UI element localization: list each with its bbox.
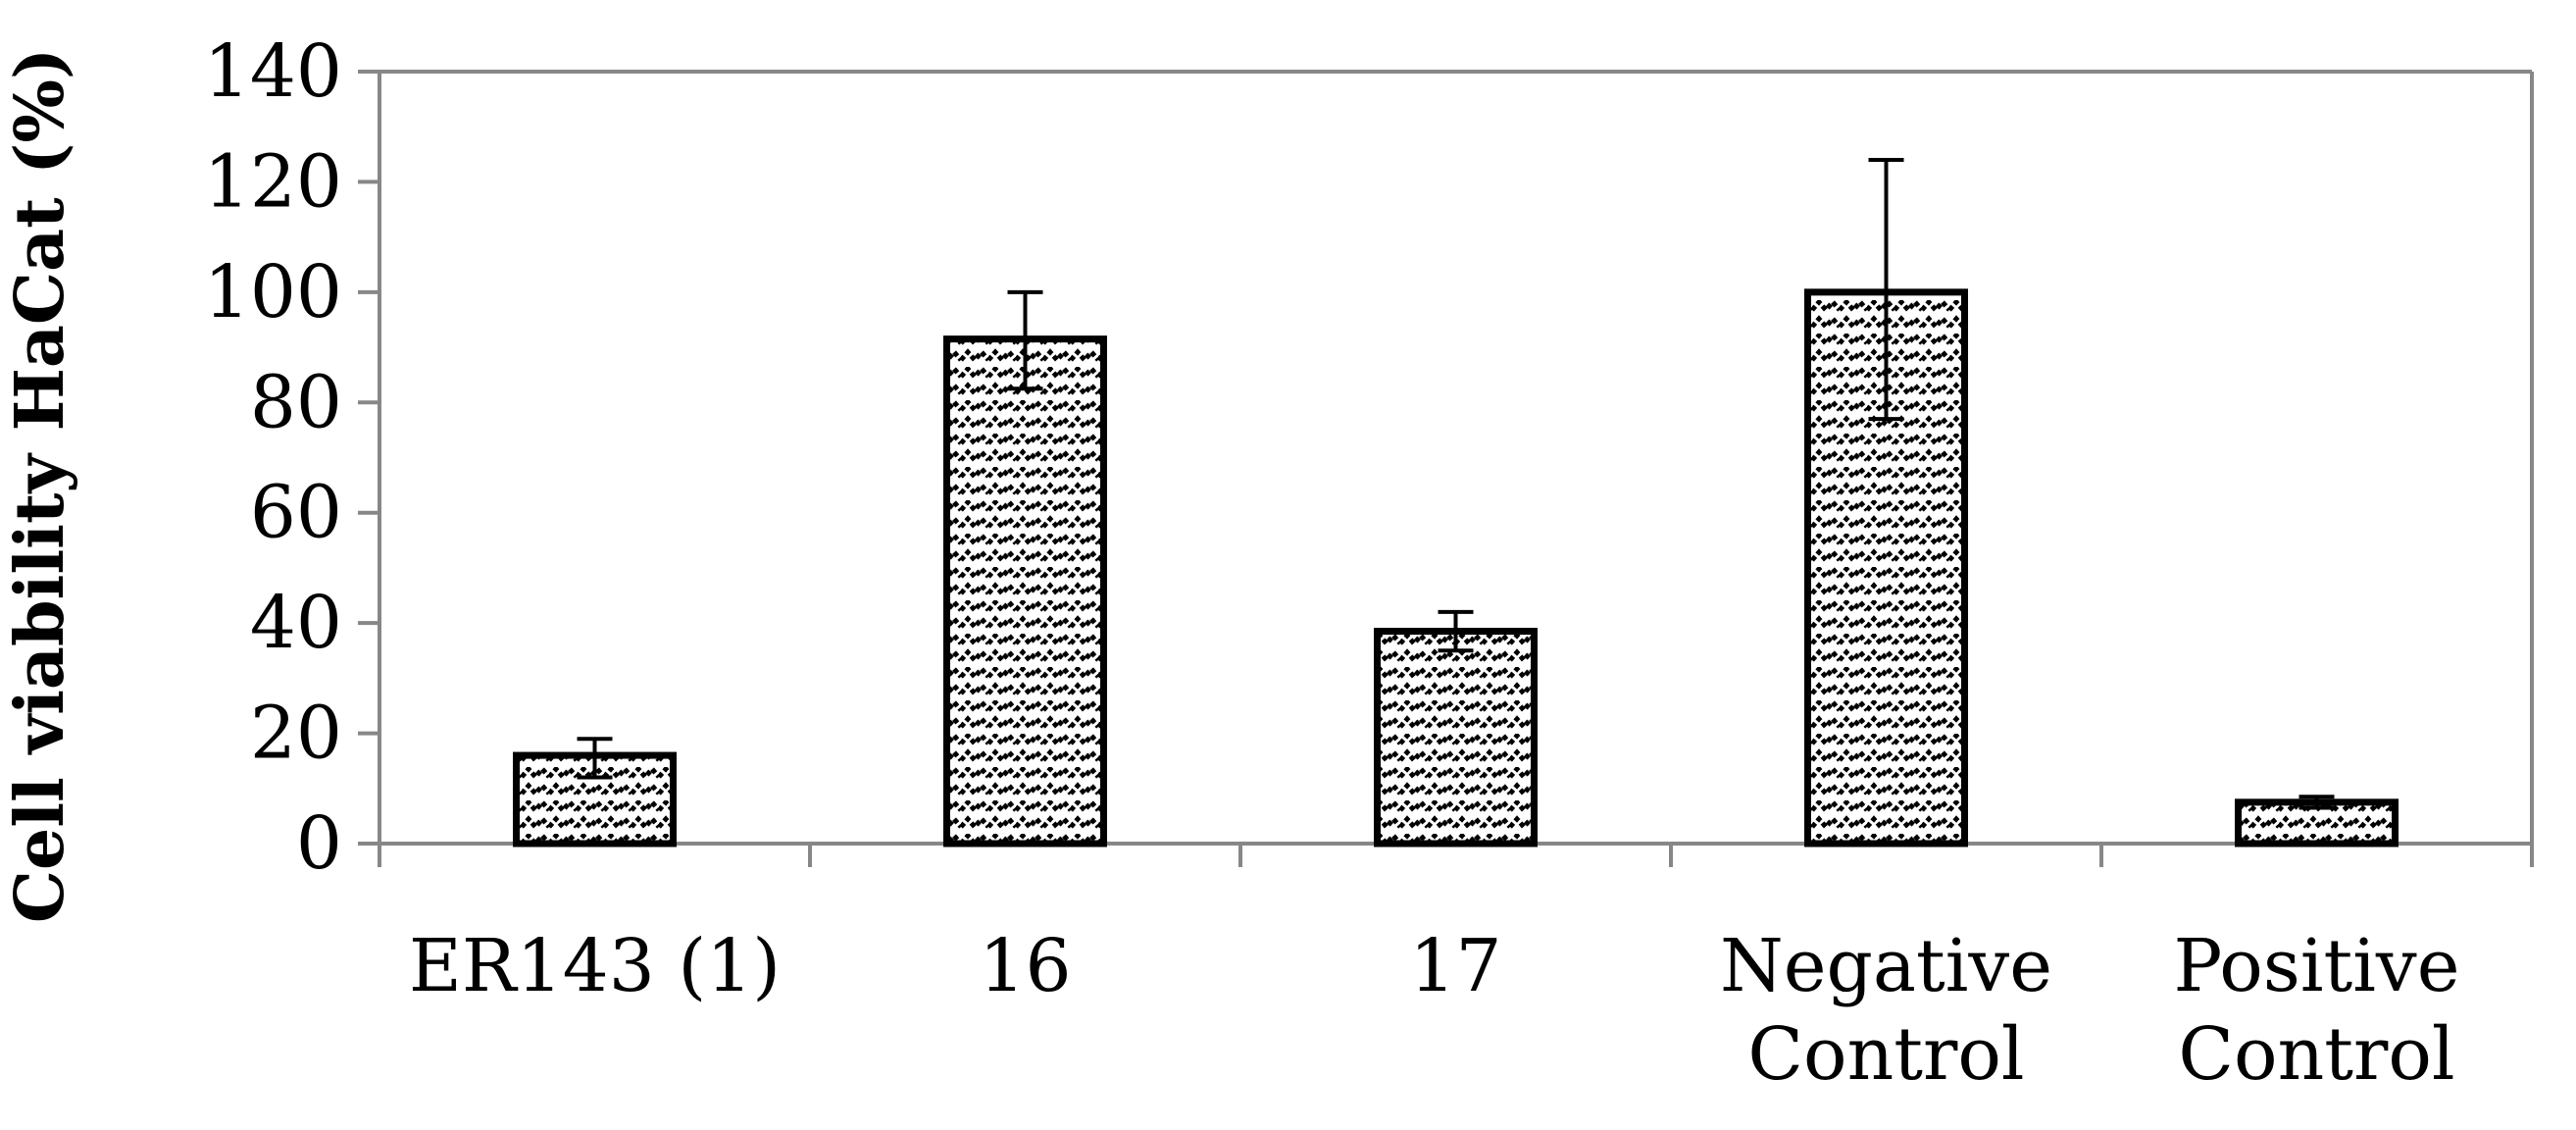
y-tick-label: 60 — [250, 471, 342, 555]
x-category-label-line: 17 — [1409, 924, 1501, 1008]
x-category-label-line: Positive — [2174, 924, 2460, 1008]
x-category-label: ER143 (1) — [409, 924, 781, 1008]
y-tick-label: 100 — [204, 250, 342, 334]
y-axis: 0 20 40 60 80 100 120 140 — [204, 29, 2534, 886]
x-category-label-line: ER143 (1) — [409, 924, 781, 1008]
y-tick-label: 80 — [250, 360, 342, 444]
bar — [1374, 628, 1538, 848]
y-tick-label: 0 — [296, 801, 342, 886]
y-axis-title: Cell viability HaCat (%) — [1, 48, 79, 923]
x-category-label-line: 16 — [979, 924, 1071, 1008]
x-category-label: Negative Control — [1720, 924, 2052, 1097]
y-axis-title-group: Cell viability HaCat (%) — [1, 48, 79, 923]
bar — [943, 335, 1107, 848]
y-tick-label: 120 — [204, 139, 342, 224]
y-tick-label: 40 — [250, 581, 342, 665]
x-category-label: Positive Control — [2174, 924, 2460, 1097]
x-category-label-line: Control — [2178, 1012, 2454, 1097]
x-category-label: 16 — [979, 924, 1071, 1008]
x-category-label-line: Control — [1747, 1012, 2024, 1097]
error-bars — [577, 157, 2335, 810]
x-axis — [378, 842, 2534, 867]
y-tick-label: 140 — [204, 29, 342, 114]
x-category-label-line: Negative — [1720, 924, 2052, 1008]
y-tick-label: 20 — [250, 692, 342, 776]
x-category-label: 17 — [1409, 924, 1501, 1008]
bars — [513, 288, 2399, 848]
